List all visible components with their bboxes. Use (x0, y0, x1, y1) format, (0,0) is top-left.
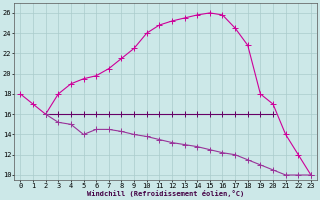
X-axis label: Windchill (Refroidissement éolien,°C): Windchill (Refroidissement éolien,°C) (87, 190, 244, 197)
